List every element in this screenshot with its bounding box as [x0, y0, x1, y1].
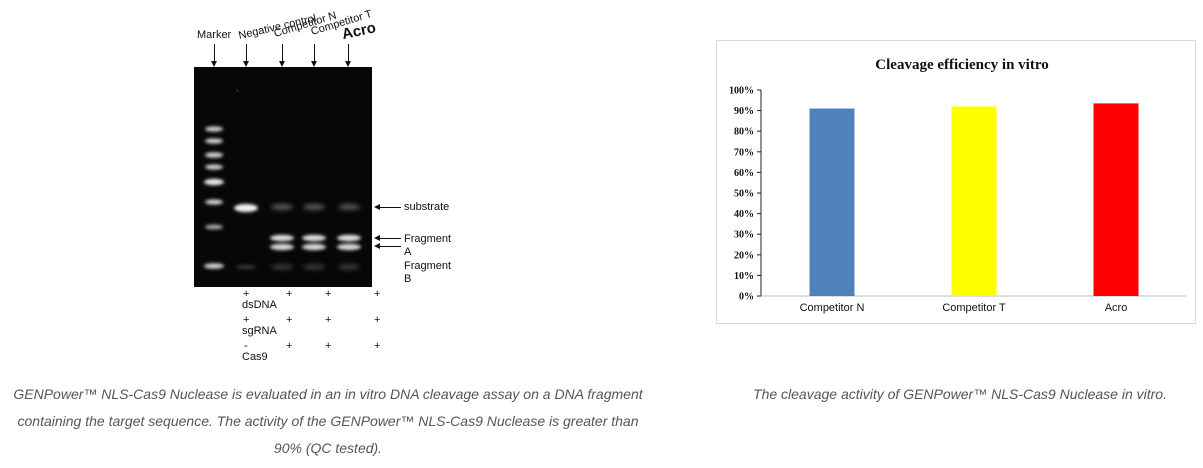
condition-sign: +	[325, 340, 332, 352]
bar	[809, 108, 855, 296]
y-tick-label: 80%	[734, 127, 754, 138]
condition-name: Cas9	[242, 351, 268, 363]
condition-sign: -	[244, 340, 248, 352]
y-tick-label: 50%	[734, 189, 754, 200]
substrate-label: substrate	[404, 201, 450, 213]
x-tick-label: Acro	[1105, 302, 1128, 314]
fragment-b-label-line2: B	[404, 273, 412, 285]
condition-row-cas9: - + + + Cas9	[0, 340, 640, 364]
caption-gel: GENPower™ NLS-Cas9 Nuclease is evaluated…	[13, 386, 643, 456]
condition-sign: +	[243, 288, 250, 300]
y-tick-label: 20%	[734, 250, 754, 261]
lane-arrow-competitor-t	[311, 44, 317, 67]
bar	[951, 106, 997, 296]
y-tick-label: 100%	[729, 86, 754, 97]
condition-sign: +	[286, 288, 293, 300]
bar-chart: Cleavage efficiency in vitro 0% 10% 20% 30%…	[716, 40, 1196, 324]
bar-chart-svg: Cleavage efficiency in vitro 0% 10% 20% 30%…	[729, 57, 1187, 314]
lane-arrow-marker	[211, 44, 217, 67]
condition-sign: +	[374, 288, 381, 300]
condition-sign: +	[243, 314, 250, 326]
condition-sign: +	[325, 314, 332, 326]
lane-title-marker: Marker	[197, 29, 232, 41]
chart-title: Cleavage efficiency in vitro	[875, 57, 1048, 73]
condition-row-dsdna: + + + + dsDNA	[0, 288, 640, 312]
y-tick-label: 10%	[734, 271, 754, 282]
condition-row-sgrna: + + + + sgRNA	[0, 314, 640, 338]
condition-sign: +	[286, 314, 293, 326]
y-tick-label: 60%	[734, 168, 754, 179]
caption-chart: The cleavage activity of GENPower™ NLS-C…	[753, 386, 1167, 402]
fragment-a-label-line2: A	[404, 246, 412, 258]
fragment-a-label-line1: Fragment	[404, 233, 452, 245]
lane-arrow-negative-control	[243, 44, 249, 67]
gel-figure: Marker Negative control Competitor N Com…	[0, 0, 640, 380]
lane-arrow-competitor-n	[279, 44, 285, 67]
condition-name: dsDNA	[242, 299, 277, 311]
condition-sign: +	[374, 340, 381, 352]
fragment-a-arrow-2	[374, 243, 401, 249]
y-tick-label: 70%	[734, 147, 754, 158]
bar	[1093, 103, 1139, 296]
condition-sign: +	[286, 340, 293, 352]
y-tick-label: 90%	[734, 106, 754, 117]
bars	[809, 103, 1139, 296]
y-tick-label: 0%	[739, 292, 754, 303]
condition-name: sgRNA	[242, 325, 277, 337]
gel-bands	[194, 67, 372, 287]
x-tick-label: Competitor N	[800, 302, 865, 314]
x-axis-labels: Competitor N Competitor T Acro	[800, 302, 1128, 314]
x-tick-label: Competitor T	[942, 302, 1006, 314]
lane-arrow-acro	[345, 44, 351, 67]
fragment-a-arrow	[374, 235, 401, 241]
y-tick-label: 30%	[734, 230, 754, 241]
condition-sign: +	[325, 288, 332, 300]
y-tick-label: 40%	[734, 209, 754, 220]
condition-sign: +	[374, 314, 381, 326]
fragment-b-label-line1: Fragment	[404, 260, 452, 272]
substrate-arrow	[374, 204, 401, 210]
gel-image	[194, 67, 372, 287]
